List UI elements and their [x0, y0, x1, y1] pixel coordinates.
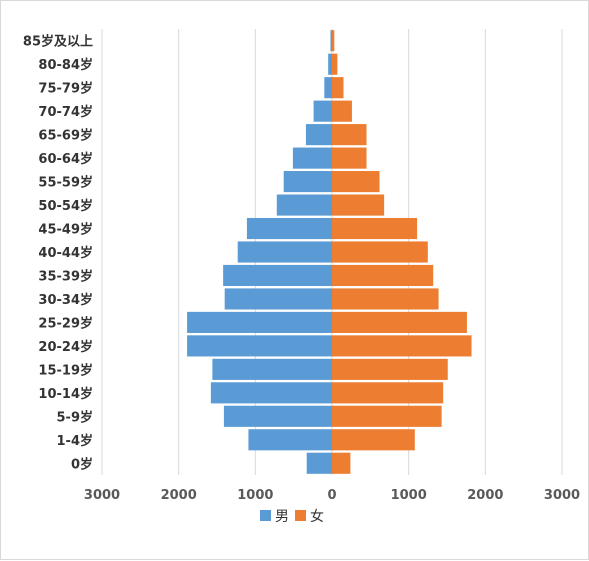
- category-label-18: 85岁及以上: [23, 34, 93, 50]
- bar-female-15: [332, 100, 352, 122]
- category-label-12: 55-59岁: [38, 175, 93, 191]
- bar-male-18: [330, 30, 332, 52]
- bar-female-17: [332, 53, 338, 75]
- bar-female-16: [332, 77, 344, 99]
- bar-female-9: [332, 241, 428, 263]
- category-label-1: 1-4岁: [57, 433, 94, 449]
- category-label-3: 10-14岁: [38, 386, 93, 402]
- bar-female-6: [332, 311, 467, 333]
- category-label-14: 65-69岁: [38, 128, 93, 144]
- category-label-17: 80-84岁: [38, 57, 93, 73]
- category-label-7: 30-34岁: [38, 292, 93, 308]
- category-label-2: 5-9岁: [57, 409, 94, 425]
- x-tick-label-0: 3000: [84, 488, 120, 503]
- bar-male-2: [223, 405, 332, 427]
- bar-female-18: [332, 30, 335, 52]
- legend: 男女: [260, 508, 324, 525]
- legend-swatch-1: [295, 510, 306, 521]
- bar-male-6: [187, 311, 332, 333]
- bar-male-13: [292, 147, 332, 169]
- x-tick-label-2: 1000: [237, 488, 273, 503]
- bar-female-7: [332, 288, 439, 310]
- x-tick-label-6: 3000: [544, 488, 580, 503]
- bar-female-14: [332, 124, 367, 146]
- bar-female-3: [332, 382, 444, 404]
- bar-male-0: [306, 452, 332, 474]
- bar-male-15: [313, 100, 332, 122]
- bar-male-10: [246, 217, 332, 240]
- category-label-13: 60-64岁: [38, 151, 93, 167]
- x-tick-label-4: 1000: [391, 488, 427, 503]
- category-labels: 0岁 1-4岁 5-9岁 10-14岁 15-19岁 20-24岁 25-29岁 30-34岁…: [23, 34, 93, 473]
- category-label-11: 50-54岁: [38, 198, 93, 214]
- bar-female-0: [332, 452, 351, 474]
- bar-male-3: [210, 382, 332, 404]
- bar-male-5: [187, 335, 332, 357]
- bars: [187, 30, 472, 474]
- x-tick-label-1: 2000: [161, 488, 197, 503]
- bar-male-17: [328, 53, 332, 75]
- category-label-4: 15-19岁: [38, 362, 93, 378]
- bar-female-8: [332, 264, 434, 287]
- category-label-0: 0岁: [71, 456, 93, 472]
- category-label-16: 75-79岁: [38, 81, 93, 97]
- category-label-6: 25-29岁: [38, 315, 93, 331]
- bar-male-11: [276, 194, 332, 216]
- bar-female-10: [332, 217, 418, 240]
- legend-label-1: 女: [310, 508, 324, 525]
- bar-female-12: [332, 171, 380, 193]
- category-label-15: 70-74岁: [38, 104, 93, 120]
- legend-swatch-0: [260, 510, 271, 521]
- category-label-5: 20-24岁: [38, 339, 93, 355]
- bar-female-5: [332, 335, 472, 357]
- bar-female-13: [332, 147, 367, 169]
- x-axis-tick-labels: 3000 2000 1000 0 1000 2000 3000: [84, 488, 580, 503]
- bar-male-4: [212, 358, 332, 380]
- bar-male-1: [248, 429, 332, 451]
- category-label-9: 40-44岁: [38, 245, 93, 261]
- bar-male-16: [324, 77, 332, 99]
- bar-male-9: [237, 241, 332, 263]
- category-label-8: 35-39岁: [38, 268, 93, 284]
- bar-male-8: [223, 264, 332, 287]
- x-tick-label-5: 2000: [467, 488, 503, 503]
- bar-female-11: [332, 194, 385, 216]
- category-label-10: 45-49岁: [38, 222, 93, 238]
- bar-male-14: [305, 124, 332, 146]
- bar-male-7: [224, 288, 332, 310]
- bar-female-2: [332, 405, 442, 427]
- bar-male-12: [283, 171, 332, 193]
- bar-female-4: [332, 358, 448, 380]
- x-tick-label-3: 0: [327, 488, 336, 503]
- bar-female-1: [332, 429, 415, 451]
- legend-label-0: 男: [275, 509, 289, 525]
